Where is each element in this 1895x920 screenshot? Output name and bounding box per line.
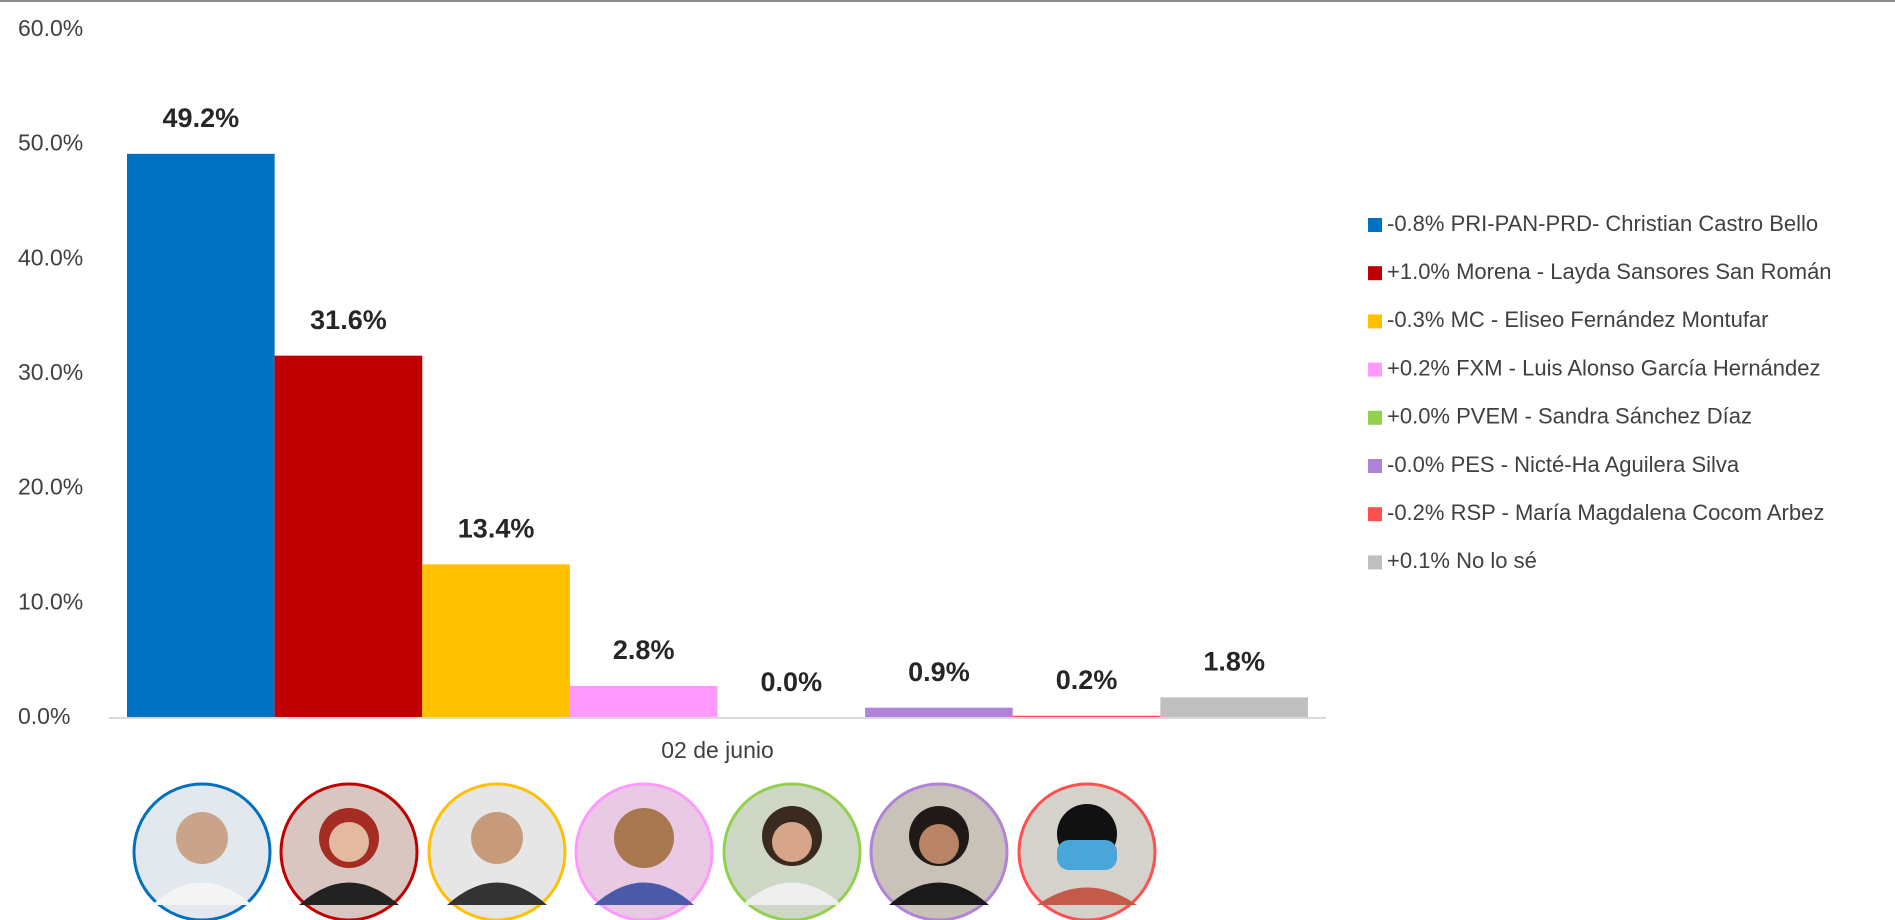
- data-label: 2.8%: [613, 635, 675, 665]
- legend-swatch: [1368, 314, 1382, 329]
- data-label: 0.2%: [1056, 665, 1118, 695]
- portraits: [132, 782, 1157, 920]
- portrait: [279, 782, 419, 920]
- legend-swatch: [1368, 555, 1382, 570]
- legend-swatch: [1368, 410, 1382, 425]
- bar: [422, 564, 570, 718]
- x-tick-label: 02 de junio: [661, 737, 774, 763]
- bar: [1012, 715, 1161, 718]
- data-label: 1.8%: [1203, 646, 1265, 676]
- data-label: 13.4%: [458, 513, 535, 543]
- bar: [127, 153, 275, 719]
- legend-swatch: [1368, 507, 1382, 522]
- bar: [569, 685, 718, 718]
- data-label: 31.6%: [310, 305, 387, 335]
- portrait: [1017, 782, 1157, 920]
- legend-label: +0.0% PVEM - Sandra Sánchez Díaz: [1387, 404, 1752, 429]
- legend-swatch: [1368, 459, 1382, 473]
- legend-label: -0.2% RSP - María Magdalena Cocom Arbez: [1387, 500, 1824, 525]
- y-tick-label: 10.0%: [18, 588, 83, 614]
- portrait: [722, 782, 862, 920]
- legend-label: +1.0% Morena - Layda Sansores San Román: [1387, 259, 1832, 284]
- legend-label: +0.1% No lo sé: [1387, 548, 1537, 573]
- bar: [865, 707, 1013, 718]
- legend-label: -0.8% PRI-PAN-PRD- Christian Castro Bell…: [1387, 211, 1818, 236]
- portrait: [132, 782, 272, 920]
- portrait: [869, 782, 1009, 920]
- legend-swatch: [1368, 266, 1382, 281]
- y-tick-label: 40.0%: [18, 244, 83, 270]
- y-tick-label: 50.0%: [18, 130, 83, 156]
- y-tick-label: 30.0%: [18, 359, 83, 385]
- legend-label: -0.3% MC - Eliseo Fernández Montufar: [1387, 307, 1769, 332]
- data-label: 0.9%: [908, 657, 970, 687]
- legend-label: +0.2% FXM - Luis Alonso García Hernández: [1387, 355, 1821, 380]
- data-label: 49.2%: [163, 103, 240, 133]
- data-label: 0.0%: [761, 667, 823, 697]
- y-tick-label: 60.0%: [18, 15, 83, 41]
- bar: [274, 355, 423, 718]
- legend-label: -0.0% PES - Nicté-Ha Aguilera Silva: [1387, 452, 1740, 477]
- y-tick-label: 0.0%: [18, 703, 70, 729]
- legend-swatch: [1368, 218, 1382, 232]
- portrait: [427, 782, 567, 920]
- y-tick-label: 20.0%: [18, 474, 83, 500]
- bar: [1160, 697, 1308, 718]
- legend-swatch: [1368, 362, 1382, 377]
- portrait: [574, 782, 714, 920]
